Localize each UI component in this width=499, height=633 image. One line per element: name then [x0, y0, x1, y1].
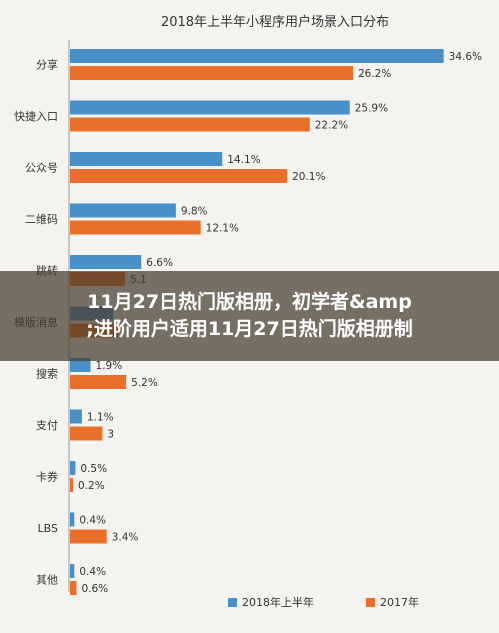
category-label: 其他	[36, 574, 58, 587]
category-label: 支付	[36, 419, 58, 432]
data-label: 20.1%	[292, 171, 325, 183]
legend-label: 2017年	[380, 595, 419, 609]
data-label: 0.5%	[80, 463, 107, 475]
data-label: 0.6%	[81, 583, 108, 595]
bar-2018h1	[70, 255, 142, 269]
bar-2017	[70, 478, 73, 492]
legend-swatch	[228, 598, 237, 607]
category-label: LBS	[38, 522, 58, 535]
category-label: 快捷入口	[14, 109, 58, 123]
legend-swatch	[366, 598, 375, 607]
data-label: 3.4%	[112, 532, 139, 544]
data-label: 0.2%	[78, 480, 105, 492]
category-label: 卡券	[36, 470, 58, 484]
bar-2017	[70, 529, 107, 544]
bar-2018h1	[70, 49, 444, 63]
bar-2018h1	[70, 564, 75, 578]
data-label: 14.1%	[227, 154, 260, 166]
bar-2017	[70, 66, 353, 80]
overlay-title-line-1: 11月27日热门版相册，初学者&amp	[87, 291, 412, 313]
data-label: 12.1%	[206, 223, 239, 235]
article-title-overlay[interactable]: 11月27日热门版相册，初学者&amp ;进阶用户适用11月27日热门版相册制	[0, 271, 499, 361]
data-label: 22.2%	[315, 120, 348, 132]
data-label: 1.1%	[87, 412, 114, 424]
data-label: 5.2%	[131, 377, 158, 389]
data-label: 3	[107, 429, 114, 441]
bar-2017	[70, 375, 127, 389]
data-label: 9.8%	[181, 206, 208, 218]
legend-label: 2018年上半年	[242, 595, 314, 609]
overlay-title-line-2: ;进阶用户适用11月27日热门版相册制	[86, 318, 413, 340]
bar-2018h1	[70, 358, 91, 372]
bar-2018h1	[70, 152, 223, 166]
data-label: 0.4%	[79, 515, 106, 527]
bar-2018h1	[70, 409, 82, 424]
category-label: 搜索	[36, 367, 58, 381]
data-label: 0.4%	[79, 566, 106, 578]
data-label: 34.6%	[449, 51, 482, 63]
data-label: 25.9%	[355, 103, 388, 115]
bars-layer: 分享 34.6% 26.2% 快捷入口 25.9% 22.2% 公众号 14.1% 20.1% 二…	[14, 49, 482, 595]
bar-2017	[70, 169, 288, 183]
bar-2017	[70, 117, 310, 132]
category-label: 二维码	[25, 213, 58, 226]
bar-2018h1	[70, 100, 350, 115]
data-label: 6.6%	[146, 257, 173, 269]
bar-2017	[70, 581, 77, 595]
category-label: 公众号	[25, 162, 58, 175]
bar-2018h1	[70, 512, 75, 527]
bar-2017	[70, 220, 201, 235]
chart-title: 2018年上半年小程序用户场景入口分布	[161, 14, 389, 30]
bar-2017	[70, 426, 103, 441]
category-label: 分享	[36, 58, 58, 72]
bar-2018h1	[70, 461, 76, 475]
data-label: 1.9%	[96, 360, 123, 372]
bar-2018h1	[70, 203, 176, 218]
legend: 2018年上半年 2017年	[228, 595, 419, 609]
data-label: 26.2%	[358, 68, 391, 80]
